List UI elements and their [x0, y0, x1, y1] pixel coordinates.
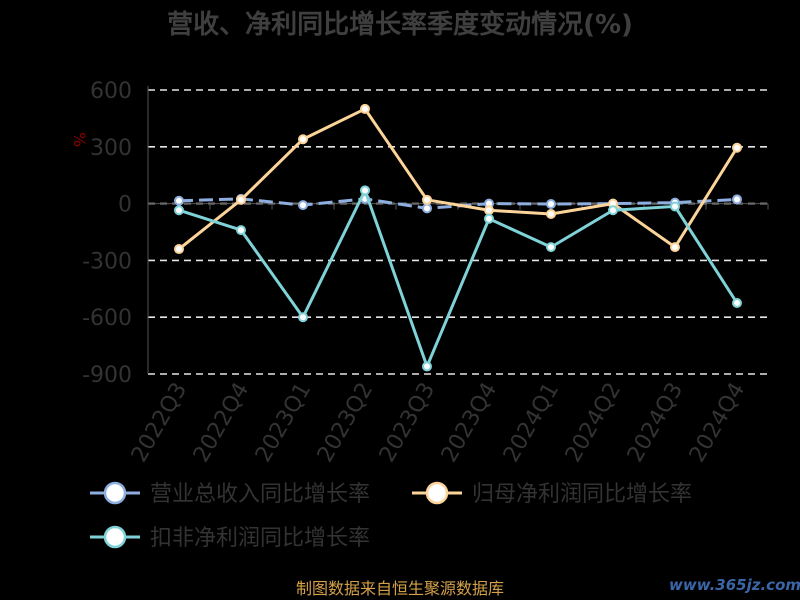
data-point [670, 242, 680, 253]
data-point [546, 242, 556, 253]
data-point [236, 225, 246, 236]
x-tick-label: 2022Q3 [127, 379, 192, 467]
chart-title: 营收、净利同比增长率季度变动情况(%) [167, 9, 633, 40]
legend-label: 营业总收入同比增长率 [150, 482, 370, 507]
data-point [608, 205, 618, 216]
data-point [732, 194, 742, 205]
x-tick-label: 2023Q2 [313, 379, 378, 467]
y-tick-label: -600 [82, 306, 132, 331]
y-tick-label: -300 [82, 249, 132, 274]
data-point [484, 205, 494, 216]
data-point [174, 195, 184, 206]
x-tick-label: 2024Q4 [685, 379, 750, 467]
data-point [174, 205, 184, 216]
x-tick-label: 2024Q1 [499, 379, 564, 467]
data-point [298, 134, 308, 145]
x-tick-label: 2023Q4 [437, 379, 502, 467]
y-tick-label: 0 [118, 193, 132, 218]
data-point [670, 201, 680, 212]
legend-swatch-marker [425, 481, 449, 505]
data-point [422, 194, 432, 205]
data-point [360, 185, 370, 196]
x-tick-label: 2024Q3 [623, 379, 688, 467]
data-point [298, 200, 308, 211]
x-tick-label: 2022Q4 [189, 379, 254, 467]
legend-label: 扣非净利润同比增长率 [150, 526, 370, 551]
legend-label: 归母净利润同比增长率 [472, 482, 692, 507]
series-lines [174, 103, 742, 372]
y-unit-label: % [70, 132, 89, 147]
data-point [732, 142, 742, 153]
data-point [298, 312, 308, 323]
data-point [174, 244, 184, 255]
data-point [546, 198, 556, 209]
legend-swatch-marker [103, 525, 127, 549]
data-point [422, 203, 432, 214]
legend-swatch-marker [103, 481, 127, 505]
data-point [360, 103, 370, 114]
watermark: www.365jz.com [669, 576, 800, 594]
y-tick-label: 600 [90, 79, 132, 104]
x-tick-labels: 2022Q32022Q42023Q12023Q22023Q32023Q42024… [127, 379, 750, 467]
series-line [178, 188, 739, 368]
series-line [178, 107, 739, 251]
y-tick-label: 300 [90, 136, 132, 161]
x-tick-label: 2024Q2 [561, 379, 626, 467]
y-tick-labels: 600 300 0 -300 -600 -900 [82, 79, 132, 388]
x-tick-label: 2023Q1 [251, 379, 316, 467]
data-point [422, 361, 432, 372]
data-point [546, 209, 556, 220]
x-tick-label: 2023Q3 [375, 379, 440, 467]
data-source-note: 制图数据来自恒生聚源数据库 [296, 579, 504, 598]
data-point [236, 194, 246, 205]
data-point [484, 213, 494, 224]
y-tick-label: -900 [82, 363, 132, 388]
data-point [732, 298, 742, 308]
